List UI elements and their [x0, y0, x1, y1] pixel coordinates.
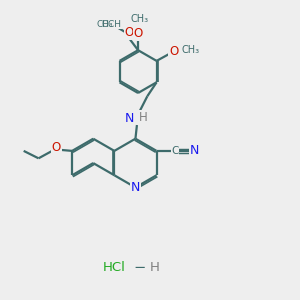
Text: HCl: HCl [103, 261, 126, 274]
Text: C: C [171, 146, 179, 156]
Text: N: N [125, 112, 134, 125]
Text: O: O [169, 45, 178, 58]
Text: O: O [51, 141, 61, 154]
Text: CH₃: CH₃ [130, 14, 148, 24]
Text: O: O [134, 27, 143, 40]
Text: N: N [131, 181, 140, 194]
Text: CH₃: CH₃ [182, 45, 200, 55]
Text: H: H [149, 261, 159, 274]
Text: CH₃: CH₃ [97, 20, 113, 29]
Text: H: H [139, 110, 148, 124]
Text: OCH: OCH [101, 20, 121, 28]
Text: N: N [190, 144, 199, 158]
Text: −: − [134, 260, 146, 275]
Text: O: O [124, 26, 134, 40]
